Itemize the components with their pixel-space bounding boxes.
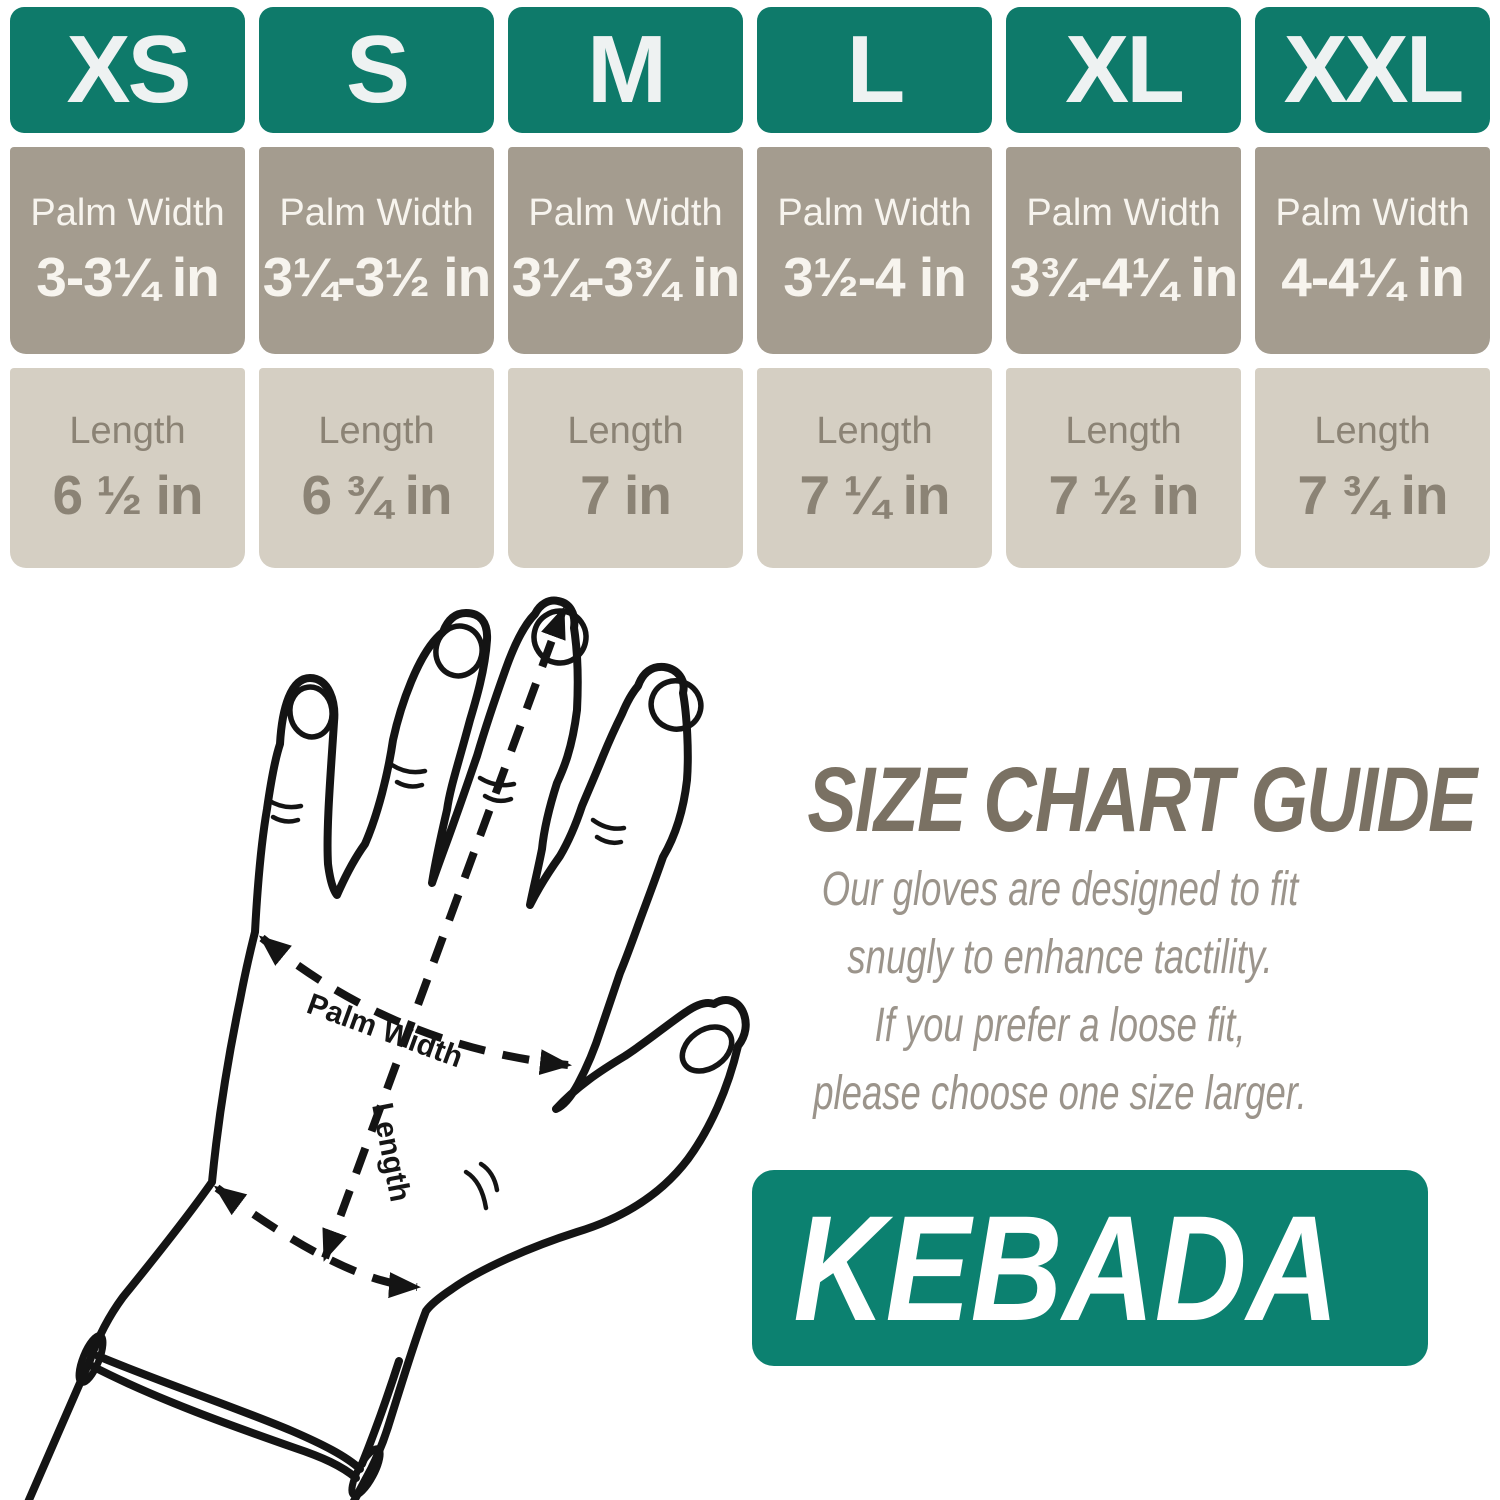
length-value: 6 ¾ in	[301, 463, 453, 526]
length-label: Length	[318, 409, 435, 452]
cuff-fold-loop	[75, 1332, 107, 1386]
thumb-nail	[679, 1024, 735, 1074]
thumb-crease	[463, 1161, 500, 1211]
palm-width-cell-xl: Palm Width 3¾-4¼ in	[1006, 147, 1241, 354]
cuff-fold-loop	[348, 1445, 384, 1499]
pinky-crease	[265, 797, 304, 824]
length-cell-xxl: Length 7 ¾ in	[1255, 368, 1490, 568]
trademark-symbol: TM	[1345, 1123, 1387, 1162]
cuff-line	[94, 1352, 364, 1473]
guide-description: Our gloves are designed to fit snugly to…	[809, 856, 1311, 1128]
guide-description-line: If you prefer a loose fit,	[874, 999, 1246, 1052]
guide-description-line: snugly to enhance tactility.	[847, 931, 1273, 984]
length-value: 7 in	[580, 463, 672, 526]
length-label: Length	[816, 409, 933, 452]
length-arrow	[321, 606, 567, 1262]
wrist-arrow	[213, 1184, 421, 1299]
palm-width-label: Palm Width	[528, 192, 723, 234]
length-label: Length	[567, 409, 684, 452]
length-label: Length	[1065, 409, 1182, 452]
ring-crease	[389, 762, 428, 789]
palm-width-cell-s: Palm Width 3¼-3½ in	[259, 147, 494, 354]
guide-description-line: please choose one size larger.	[813, 1067, 1307, 1120]
length-cell-m: Length 7 in	[508, 368, 743, 568]
length-cell-xs: Length 6 ½ in	[10, 368, 245, 568]
palm-width-value: 3-3¼ in	[36, 246, 220, 308]
palm-width-label: Palm Width	[1275, 192, 1470, 234]
size-header-m: M	[508, 7, 743, 133]
length-cell-s: Length 6 ¾ in	[259, 368, 494, 568]
length-diagram-label: Length	[365, 1100, 416, 1204]
length-value: 7 ¾ in	[1297, 463, 1449, 526]
palm-width-value: 4-4¼ in	[1281, 246, 1465, 308]
guide-description-line: Our gloves are designed to fit	[821, 863, 1299, 916]
index-nail	[648, 678, 704, 732]
palm-width-value: 3¼-3¾ in	[511, 246, 740, 308]
length-label: Length	[69, 409, 186, 452]
size-header-l: L	[757, 7, 992, 133]
palm-width-cell-xxl: Palm Width 4-4¼ in	[1255, 147, 1490, 354]
palm-width-label: Palm Width	[30, 192, 225, 234]
size-header-xs: XS	[10, 7, 245, 133]
size-header-s: S	[259, 7, 494, 133]
palm-width-arrow	[258, 934, 572, 1076]
palm-width-label: Palm Width	[279, 192, 474, 234]
cuff-line	[88, 1362, 360, 1482]
index-crease	[590, 817, 627, 846]
palm-width-cell-m: Palm Width 3¼-3¾ in	[508, 147, 743, 354]
palm-width-label: Palm Width	[1026, 192, 1221, 234]
length-value: 6 ½ in	[52, 463, 204, 526]
palm-width-label: Palm Width	[777, 192, 972, 234]
brand-logo-text: KEBADATM	[793, 1123, 1387, 1352]
size-header-xxl: XXL	[1255, 7, 1490, 133]
palm-width-value: 3¾-4¼ in	[1009, 246, 1238, 308]
length-cell-xl: Length 7 ½ in	[1006, 368, 1241, 568]
length-value: 7 ½ in	[1048, 463, 1200, 526]
length-cell-l: Length 7 ¼ in	[757, 368, 992, 568]
guide-title: SIZE CHART GUIDE	[807, 749, 1477, 851]
size-header-xl: XL	[1006, 7, 1241, 133]
palm-width-diagram-label: Palm Width	[303, 988, 468, 1075]
palm-width-value: 3¼-3½ in	[262, 246, 491, 308]
palm-width-value: 3½-4 in	[783, 246, 967, 308]
size-table: XS S M L XL XXL Palm Width 3-3¼ in Palm …	[10, 7, 1490, 568]
length-label: Length	[1314, 409, 1431, 452]
length-value: 7 ¼ in	[799, 463, 951, 526]
brand-logo: KEBADATM	[752, 1123, 1428, 1366]
hand-measurement-diagram: Palm Width Length	[24, 596, 750, 1500]
palm-width-cell-l: Palm Width 3½-4 in	[757, 147, 992, 354]
palm-width-cell-xs: Palm Width 3-3¼ in	[10, 147, 245, 354]
